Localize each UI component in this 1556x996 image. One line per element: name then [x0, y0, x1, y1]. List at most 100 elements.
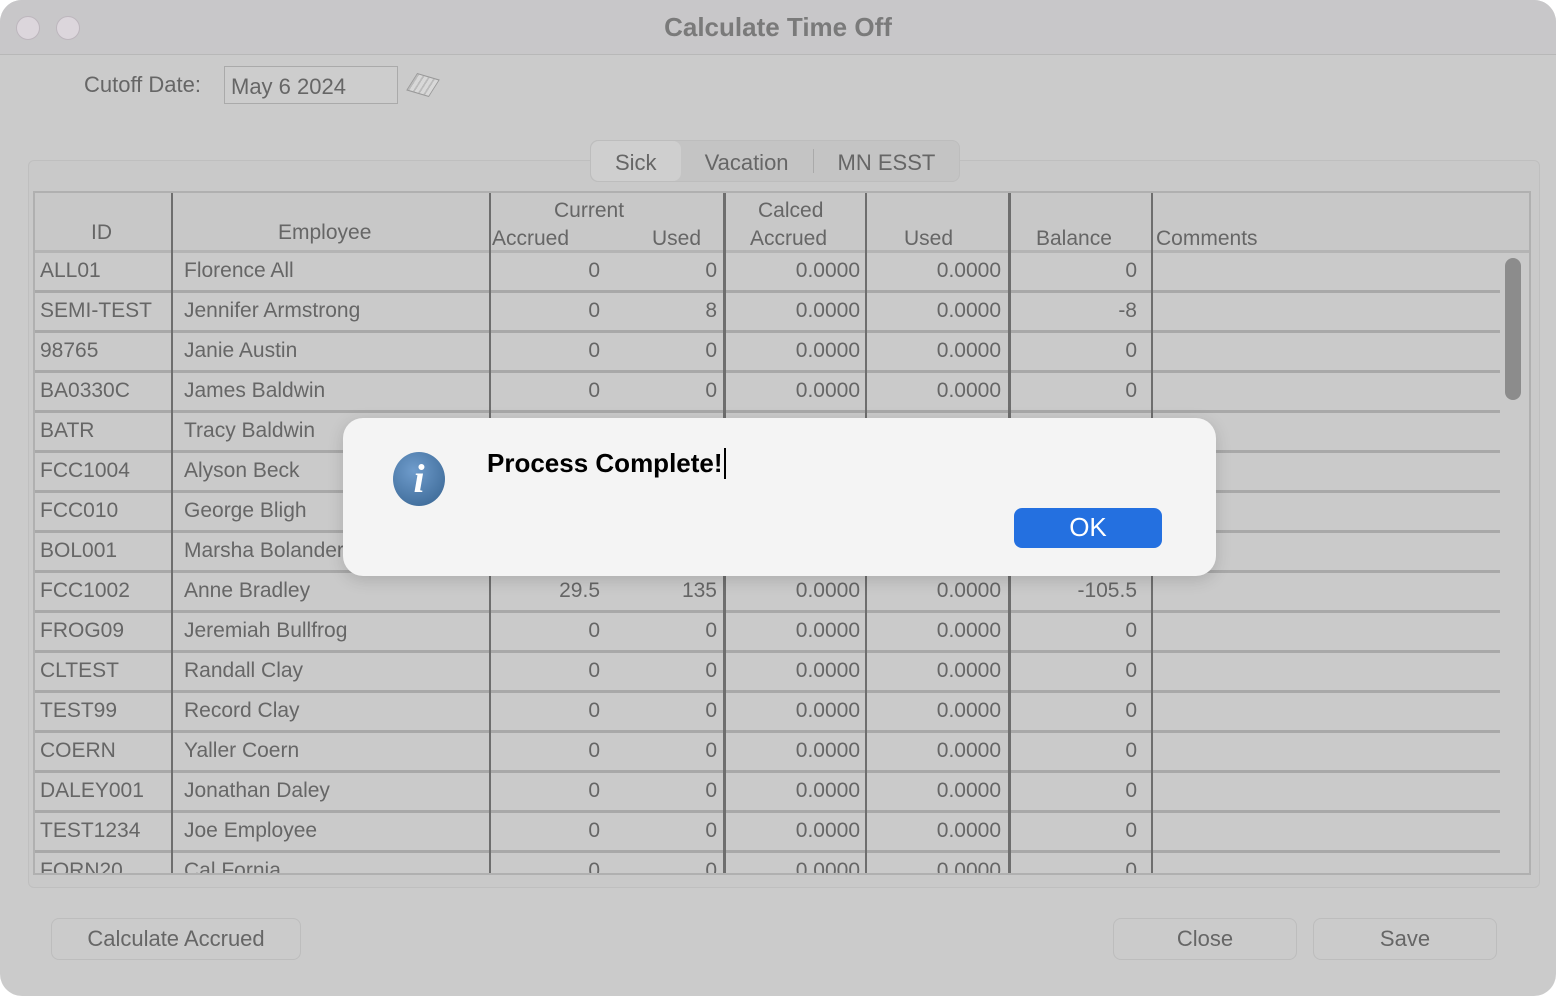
cell-id: TEST99 [40, 699, 118, 722]
cell-calced-used: 0.0000 [936, 819, 1001, 842]
table-row[interactable]: CLTEST Randall Clay 0 0 0.0000 0.0000 0 [35, 653, 1500, 693]
cell-calced-accrued: 0.0000 [795, 619, 860, 642]
table-row[interactable]: BA0330C James Baldwin 0 0 0.0000 0.0000 0 [35, 373, 1500, 413]
cell-accrued: 0 [588, 779, 600, 802]
cell-comments[interactable] [1156, 739, 1500, 769]
cell-id: BA0330C [40, 379, 130, 402]
col-calced-used[interactable]: Used [904, 227, 954, 250]
cell-accrued: 0 [588, 739, 600, 762]
cell-calced-used: 0.0000 [936, 259, 1001, 282]
table-row[interactable]: FORN20 Cal Fornia 0 0 0.0000 0.0000 0 [35, 853, 1500, 875]
col-calced-accrued[interactable]: Accrued [750, 227, 828, 250]
col-comments[interactable]: Comments [1156, 227, 1258, 250]
cell-id: COERN [40, 739, 116, 762]
cell-used: 0 [705, 859, 717, 875]
close-window-button[interactable] [16, 16, 40, 40]
cell-accrued: 0 [588, 859, 600, 875]
tab-bar: Sick Vacation MN ESST [590, 140, 961, 182]
cell-comments[interactable] [1156, 659, 1500, 689]
table-row[interactable]: FROG09 Jeremiah Bullfrog 0 0 0.0000 0.0000 0 [35, 613, 1500, 653]
cell-comments[interactable] [1156, 779, 1500, 809]
cell-accrued: 29.5 [559, 579, 600, 602]
cell-used: 135 [681, 579, 717, 602]
table-row[interactable]: COERN Yaller Coern 0 0 0.0000 0.0000 0 [35, 733, 1500, 773]
table-row[interactable]: 98765 Janie Austin 0 0 0.0000 0.0000 0 [35, 333, 1500, 373]
table-row[interactable]: ALL01 Florence All 0 0 0.0000 0.0000 0 [35, 253, 1500, 293]
cell-employee: Janie Austin [184, 339, 298, 362]
cell-employee: Jonathan Daley [184, 779, 330, 802]
cell-accrued: 0 [588, 699, 600, 722]
cell-employee: George Bligh [184, 499, 307, 522]
cell-calced-accrued: 0.0000 [795, 699, 860, 722]
col-employee[interactable]: Employee [278, 221, 372, 244]
cell-id: FCC010 [40, 499, 119, 522]
cell-employee: Record Clay [184, 699, 300, 722]
cell-accrued: 0 [588, 659, 600, 682]
cell-comments[interactable] [1156, 579, 1500, 609]
cell-employee: Joe Employee [184, 819, 318, 842]
cell-employee: Jennifer Armstrong [184, 299, 361, 322]
cell-id: FROG09 [40, 619, 125, 642]
dialog-message: Process Complete! [487, 448, 726, 479]
window-title: Calculate Time Off [664, 12, 892, 42]
tab-sick[interactable]: Sick [591, 141, 681, 181]
cell-accrued: 0 [588, 299, 600, 322]
cell-used: 0 [705, 379, 717, 402]
cell-accrued: 0 [588, 379, 600, 402]
cell-employee: Anne Bradley [184, 579, 311, 602]
cell-accrued: 0 [588, 619, 600, 642]
table-row[interactable]: FCC1002 Anne Bradley 29.5 135 0.0000 0.0000 -1… [35, 573, 1500, 613]
cell-calced-used: 0.0000 [936, 859, 1001, 875]
col-accrued[interactable]: Accrued [492, 227, 570, 250]
cell-calced-used: 0.0000 [936, 739, 1001, 762]
cell-calced-accrued: 0.0000 [795, 859, 860, 875]
cutoff-date-field[interactable]: May 6 2024 [224, 66, 398, 104]
col-id[interactable]: ID [91, 221, 112, 244]
column-divider [171, 193, 173, 873]
cell-balance: 0 [1125, 819, 1137, 842]
cell-employee: Marsha Bolander [184, 539, 344, 562]
info-icon: i [393, 452, 445, 506]
cell-comments[interactable] [1156, 339, 1500, 369]
tab-vacation[interactable]: Vacation [704, 150, 789, 175]
ok-button[interactable]: OK [1014, 508, 1162, 548]
cell-accrued: 0 [588, 339, 600, 362]
col-balance[interactable]: Balance [1036, 227, 1112, 250]
table-header: ID Employee Current Accrued Used Calced … [35, 193, 1529, 253]
cell-calced-used: 0.0000 [936, 659, 1001, 682]
cell-used: 0 [705, 659, 717, 682]
tab-mn-esst[interactable]: MN ESST [837, 150, 936, 175]
minimize-window-button[interactable] [56, 16, 80, 40]
close-button[interactable]: Close [1113, 918, 1297, 960]
calendar-icon[interactable] [406, 72, 440, 98]
table-row[interactable]: DALEY001 Jonathan Daley 0 0 0.0000 0.0000 0 [35, 773, 1500, 813]
cell-comments[interactable] [1156, 819, 1500, 849]
cell-comments[interactable] [1156, 259, 1500, 289]
cell-id: BATR [40, 419, 95, 442]
cell-id: ALL01 [40, 259, 101, 282]
col-used[interactable]: Used [652, 227, 702, 250]
cell-balance: 0 [1125, 859, 1137, 875]
cell-used: 0 [705, 619, 717, 642]
cell-balance: 0 [1125, 699, 1137, 722]
table-row[interactable]: TEST1234 Joe Employee 0 0 0.0000 0.0000 0 [35, 813, 1500, 853]
cell-calced-accrued: 0.0000 [795, 819, 860, 842]
cell-comments[interactable] [1156, 859, 1500, 873]
cell-id: CLTEST [40, 659, 119, 682]
vertical-scrollbar[interactable] [1505, 258, 1521, 400]
cell-comments[interactable] [1156, 699, 1500, 729]
cell-balance: 0 [1125, 619, 1137, 642]
cell-calced-accrued: 0.0000 [795, 779, 860, 802]
cell-calced-accrued: 0.0000 [795, 299, 860, 322]
cell-comments[interactable] [1156, 619, 1500, 649]
cell-comments[interactable] [1156, 299, 1500, 329]
cell-balance: 0 [1125, 379, 1137, 402]
cell-accrued: 0 [588, 819, 600, 842]
table-row[interactable]: TEST99 Record Clay 0 0 0.0000 0.0000 0 [35, 693, 1500, 733]
table-row[interactable]: SEMI-TEST Jennifer Armstrong 0 8 0.0000 0.000… [35, 293, 1500, 333]
save-button[interactable]: Save [1313, 918, 1497, 960]
cell-comments[interactable] [1156, 379, 1500, 409]
calculate-accrued-button[interactable]: Calculate Accrued [51, 918, 301, 960]
cell-used: 0 [705, 819, 717, 842]
cell-employee: Randall Clay [184, 659, 304, 682]
